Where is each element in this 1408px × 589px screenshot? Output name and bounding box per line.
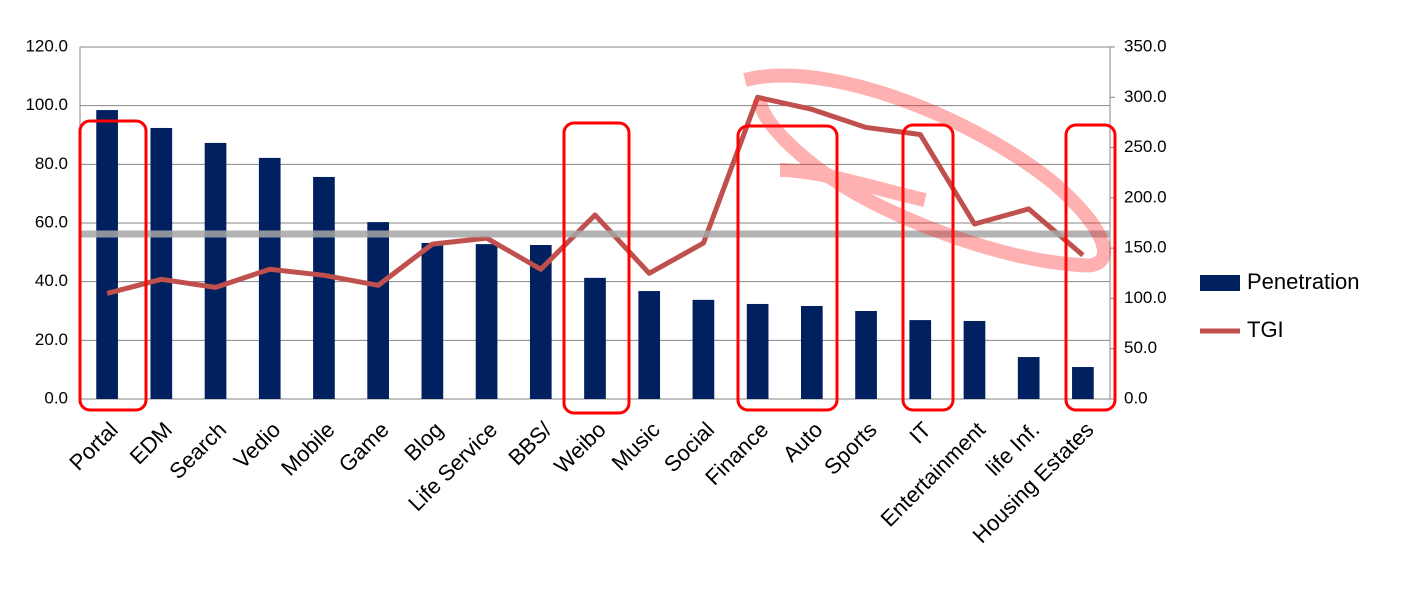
bar: [692, 299, 715, 399]
y2-tick-label: 350.0: [1124, 36, 1167, 55]
x-tick-label: Vedio: [229, 417, 286, 474]
plot: 0.0 20.0 40.0 60.0 80.0 100.0 120.0 0.0 50.0 100.…: [25, 36, 1359, 547]
line: [106, 94, 1085, 296]
x-tick-label: Auto: [778, 417, 828, 467]
y-tick-label: 60.0: [35, 212, 68, 231]
y-tick-label: 40.0: [35, 271, 68, 290]
x-tick-label: Game: [334, 417, 394, 477]
bar: [855, 311, 877, 399]
bar: [150, 127, 173, 400]
highlight-box: [1064, 123, 1117, 412]
y2-tick-label: 100.0: [1124, 288, 1167, 307]
y2-tick-label: 50.0: [1124, 338, 1157, 357]
bar: [258, 157, 281, 399]
scribble: [743, 68, 1111, 273]
x-tick-label: Portal: [64, 417, 122, 475]
highlight-box: [562, 121, 631, 415]
x-tick-label: BBS/: [503, 416, 557, 470]
y-tick-label: 0.0: [44, 388, 68, 407]
bar: [909, 320, 932, 399]
highlight-box: [78, 119, 148, 412]
bar: [313, 176, 335, 399]
y2-tick-label: 250.0: [1124, 137, 1167, 156]
bar: [584, 277, 606, 399]
bar: [1017, 357, 1040, 399]
y-tick-label: 20.0: [35, 330, 68, 349]
legend-label: TGI: [1247, 317, 1284, 342]
bar: [367, 222, 389, 399]
x-tick-label: Sports: [819, 417, 882, 480]
bar: [421, 242, 444, 399]
scribble-stroke: [743, 68, 1111, 273]
bar: [963, 320, 986, 399]
y-tick-label: 100.0: [25, 95, 68, 114]
bar: [204, 142, 227, 400]
bar: [746, 303, 769, 399]
annotations: [78, 68, 1117, 415]
x-tick-label: Music: [607, 417, 665, 475]
x-tick-label: Blog: [399, 417, 448, 466]
y2-tick-label: 200.0: [1124, 187, 1167, 206]
legend-swatch: [1200, 275, 1240, 291]
bar: [529, 245, 552, 399]
legend-label: Penetration: [1247, 269, 1360, 294]
x-tick-label: Search: [164, 417, 231, 484]
y-tick-label: 80.0: [35, 154, 68, 173]
bar: [475, 244, 498, 399]
x-tick-label: Mobile: [276, 417, 340, 481]
bar: [96, 110, 118, 400]
x-tick-label: Weibo: [549, 417, 610, 478]
bar: [1072, 367, 1094, 399]
highlight-box: [736, 124, 839, 412]
y2-tick-label: 150.0: [1124, 238, 1167, 257]
y2-tick-label: 0.0: [1124, 388, 1148, 407]
scribble-stroke: [779, 163, 927, 207]
highlight-box: [901, 123, 955, 412]
x-tick-label: IT: [904, 417, 936, 449]
y-tick-label: 120.0: [25, 36, 68, 55]
bar: [638, 291, 661, 399]
bar: [801, 306, 823, 399]
y2-tick-label: 300.0: [1124, 87, 1167, 106]
